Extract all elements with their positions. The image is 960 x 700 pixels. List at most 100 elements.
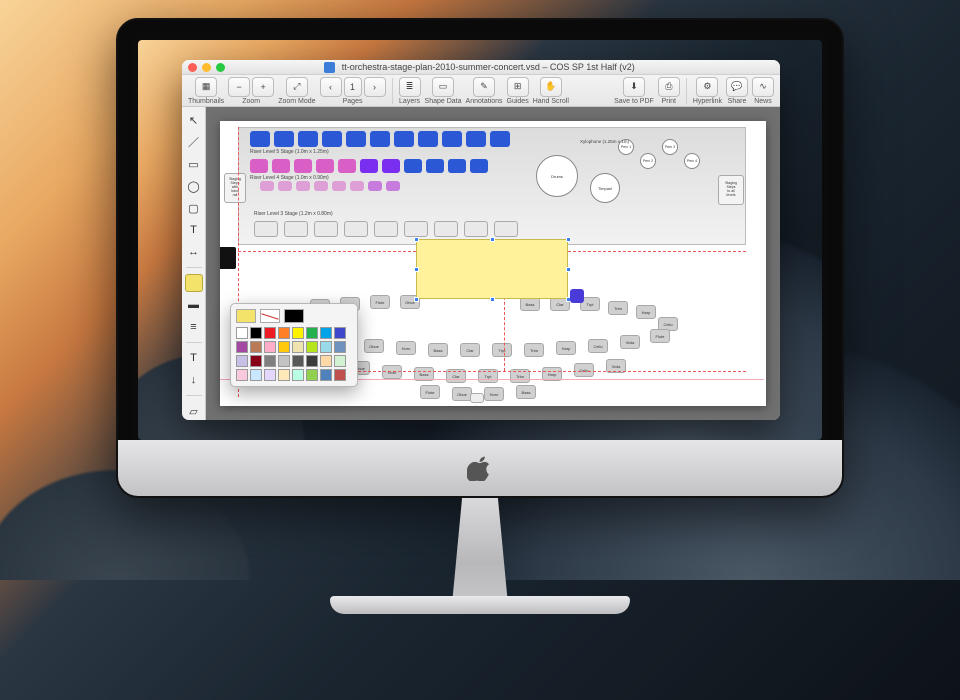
riser4-seat [338, 159, 356, 173]
text-style-tool[interactable]: T [185, 349, 203, 367]
palette-swatch[interactable] [236, 369, 248, 381]
palette-swatch[interactable] [320, 327, 332, 339]
text-tool[interactable]: T [185, 221, 203, 239]
selection-handle[interactable] [566, 237, 571, 242]
maximize-button[interactable] [216, 63, 225, 72]
close-button[interactable] [188, 63, 197, 72]
riser5-seat [490, 131, 510, 147]
selection-handle[interactable] [566, 267, 571, 272]
palette-swatch[interactable] [292, 341, 304, 353]
palette-swatch[interactable] [236, 341, 248, 353]
riser5-seat [346, 131, 366, 147]
palette-swatch[interactable] [306, 355, 318, 367]
selection-handle[interactable] [414, 267, 419, 272]
titlebar: tt-orchestra-stage-plan-2010-summer-conc… [182, 60, 780, 75]
seat: Viola [620, 335, 640, 349]
window-controls [188, 63, 225, 72]
riser5-seat [298, 131, 318, 147]
riser3-seat [254, 221, 278, 237]
riser5-label: Riser Level 5 Stage (1.0m x 1.25m) [250, 149, 329, 155]
save-pdf-button[interactable]: ⬇ [623, 77, 645, 97]
line-weight-tool[interactable]: ≡ [185, 318, 203, 336]
palette-swatch[interactable] [236, 327, 248, 339]
palette-swatch[interactable] [334, 369, 346, 381]
riser-seat [386, 181, 400, 191]
fill-color-tool[interactable] [185, 274, 203, 292]
guides-button[interactable]: ⊞ [507, 77, 529, 97]
palette-swatch[interactable] [320, 369, 332, 381]
palette-swatch[interactable] [264, 341, 276, 353]
selection-handle[interactable] [414, 237, 419, 242]
window-subtitle: COS SP 1st Half (v2) [550, 62, 635, 72]
palette-swatch[interactable] [320, 355, 332, 367]
seat: Cello [588, 339, 608, 353]
print-button[interactable]: ⎙ [658, 77, 680, 97]
layers-button[interactable]: ≣ [399, 77, 421, 97]
black-swatch[interactable] [284, 309, 304, 323]
palette-swatch[interactable] [250, 369, 262, 381]
zoom-out-button[interactable]: − [228, 77, 250, 97]
palette-swatch[interactable] [334, 341, 346, 353]
minimize-button[interactable] [202, 63, 211, 72]
palette-swatch[interactable] [250, 355, 262, 367]
riser4-seat [360, 159, 378, 173]
hand-scroll-button[interactable]: ✋ [540, 77, 562, 97]
annotations-button[interactable]: ✎ [473, 77, 495, 97]
sp-note: SP302200 [290, 405, 309, 406]
page-next-button[interactable]: › [364, 77, 386, 97]
palette-swatch[interactable] [306, 327, 318, 339]
stroke-color-tool[interactable]: ▬ [185, 296, 203, 314]
shape-tool[interactable]: ▱ [185, 402, 203, 420]
perc-circle: Perc 2 [640, 153, 656, 169]
hyperlink-button[interactable]: ⚙ [696, 77, 718, 97]
rect-tool[interactable]: ▭ [185, 155, 203, 173]
select-tool[interactable]: ↖ [185, 111, 203, 129]
seat: Trbn [524, 343, 544, 357]
palette-swatch[interactable] [236, 355, 248, 367]
news-button[interactable]: ∿ [752, 77, 774, 97]
thumbnails-button[interactable]: ▦ [195, 77, 217, 97]
rounded-rect-tool[interactable]: ▢ [185, 199, 203, 217]
palette-swatch[interactable] [264, 369, 276, 381]
zoom-in-button[interactable]: + [252, 77, 274, 97]
palette-swatch[interactable] [292, 327, 304, 339]
palette-swatch[interactable] [250, 327, 262, 339]
current-fill-swatch[interactable] [236, 309, 256, 323]
palette-grid [236, 327, 352, 381]
arrow-tool[interactable]: ↓ [185, 371, 203, 389]
palette-swatch[interactable] [306, 341, 318, 353]
window-title: tt-orchestra-stage-plan-2010-summer-conc… [230, 62, 729, 73]
palette-swatch[interactable] [250, 341, 262, 353]
page-prev-button[interactable]: ‹ [320, 77, 342, 97]
imac-chin [118, 440, 842, 496]
color-palette-popover [230, 303, 358, 387]
palette-swatch[interactable] [278, 327, 290, 339]
document-icon [324, 62, 335, 73]
riser3-seat [464, 221, 488, 237]
ellipse-tool[interactable]: ◯ [185, 177, 203, 195]
selection-handle[interactable] [414, 297, 419, 302]
riser4-seat [382, 159, 400, 173]
selection-handle[interactable] [490, 297, 495, 302]
seat: Bass [428, 343, 448, 357]
palette-swatch[interactable] [306, 369, 318, 381]
pan-tool[interactable]: ↔ [185, 243, 203, 261]
shape-data-button[interactable]: ▭ [432, 77, 454, 97]
share-button[interactable]: 💬 [726, 77, 748, 97]
palette-swatch[interactable] [278, 355, 290, 367]
selection-handle[interactable] [490, 237, 495, 242]
line-tool[interactable]: ／ [185, 133, 203, 151]
riser-seat [332, 181, 346, 191]
palette-swatch[interactable] [278, 369, 290, 381]
palette-swatch[interactable] [334, 327, 346, 339]
palette-swatch[interactable] [278, 341, 290, 353]
palette-swatch[interactable] [264, 355, 276, 367]
no-fill-swatch[interactable] [260, 309, 280, 323]
palette-swatch[interactable] [264, 327, 276, 339]
perc-circle: Perc 4 [684, 153, 700, 169]
palette-swatch[interactable] [292, 355, 304, 367]
palette-swatch[interactable] [320, 341, 332, 353]
palette-swatch[interactable] [334, 355, 346, 367]
palette-swatch[interactable] [292, 369, 304, 381]
zoom-mode-button[interactable]: ⤢ [286, 77, 308, 97]
